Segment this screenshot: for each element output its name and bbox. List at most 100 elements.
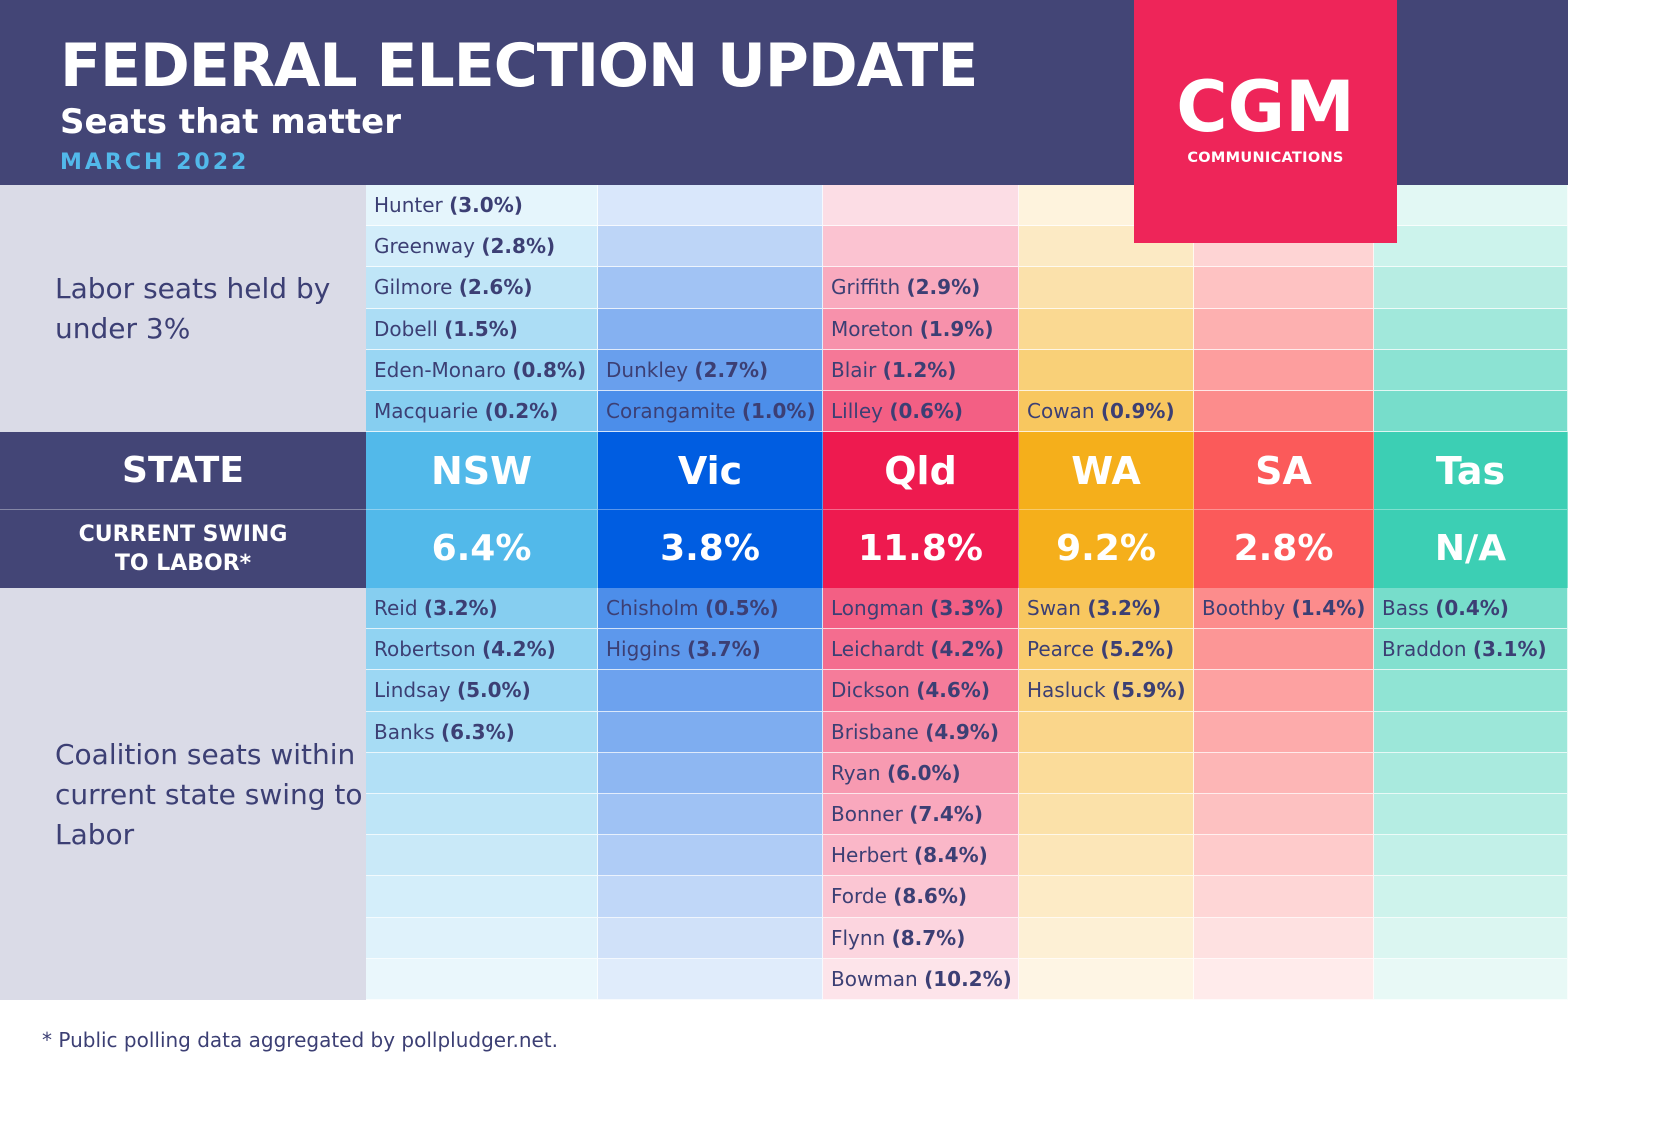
- empty-cell: [1019, 794, 1194, 836]
- empty-cell: [1374, 185, 1568, 227]
- seat-margin: (3.2%): [1087, 596, 1162, 620]
- state-header-qld: Qld: [823, 432, 1019, 510]
- empty-cell: [366, 958, 598, 1000]
- empty-cell: [1194, 876, 1374, 918]
- seat-margin: (5.9%): [1111, 678, 1186, 703]
- coalition-seat-cell: Longman (3.3%): [823, 588, 1019, 630]
- empty-cell: [598, 185, 823, 227]
- coalition-seat-cell: Flynn (8.7%): [823, 917, 1019, 959]
- seat-margin: (4.2%): [930, 637, 1005, 662]
- empty-cell: [366, 835, 598, 877]
- coalition-seat-cell: Lindsay (5.0%): [366, 670, 598, 712]
- empty-cell: [1374, 267, 1568, 309]
- seat-name: Hunter: [374, 193, 443, 217]
- seat-margin: (5.0%): [456, 678, 531, 703]
- empty-cell: [1194, 308, 1374, 350]
- empty-cell: [1194, 958, 1374, 1000]
- swing-value-qld: 11.8%: [823, 510, 1019, 588]
- coalition-seat-cell: Leichardt (4.2%): [823, 629, 1019, 671]
- labor-seat-cell: Eden-Monaro (0.8%): [366, 349, 598, 391]
- labor-seat-cell: Blair (1.2%): [823, 349, 1019, 391]
- seat-margin: (8.7%): [891, 925, 966, 950]
- seat-margin: (5.2%): [1100, 637, 1175, 662]
- seat-name: Ryan: [831, 760, 881, 785]
- cgm-logo: CGM COMMUNICATIONS: [1134, 0, 1397, 243]
- seat-name: Flynn: [831, 925, 886, 950]
- seat-margin: (1.5%): [444, 316, 518, 341]
- empty-cell: [1374, 349, 1568, 391]
- coalition-section-label: Coalition seats within current state swi…: [55, 738, 363, 851]
- seat-name: Brisbane: [831, 719, 919, 744]
- seat-margin: (10.2%): [924, 966, 1012, 991]
- coalition-seat-cell: Ryan (6.0%): [823, 752, 1019, 794]
- seat-margin: (8.6%): [893, 884, 968, 909]
- empty-cell: [1374, 876, 1568, 918]
- empty-cell: [1194, 267, 1374, 309]
- seat-margin: (4.9%): [925, 719, 999, 744]
- seat-margin: (1.2%): [882, 357, 957, 382]
- logo-wordmark: CGM: [1176, 66, 1355, 148]
- empty-cell: [598, 308, 823, 350]
- empty-cell: [366, 917, 598, 959]
- seat-name: Leichardt: [831, 637, 924, 662]
- seat-name: Bonner: [831, 802, 903, 826]
- empty-cell: [598, 267, 823, 309]
- empty-cell: [598, 917, 823, 959]
- seat-margin: (1.9%): [919, 316, 994, 341]
- seat-name: Chisholm: [606, 596, 699, 620]
- seat-name: Gilmore: [374, 275, 453, 300]
- empty-cell: [1019, 711, 1194, 753]
- empty-cell: [1374, 226, 1568, 268]
- logo-tagline: COMMUNICATIONS: [1187, 150, 1344, 166]
- seat-margin: (4.2%): [482, 637, 556, 662]
- coalition-seat-cell: Bowman (10.2%): [823, 958, 1019, 1000]
- seat-margin: (2.8%): [481, 234, 556, 259]
- seat-name: Cowan: [1027, 399, 1095, 423]
- empty-cell: [1374, 917, 1568, 959]
- coalition-seat-cell: Robertson (4.2%): [366, 629, 598, 671]
- seat-margin: (6.0%): [886, 760, 961, 785]
- empty-cell: [1194, 794, 1374, 836]
- coalition-seat-cell: Brisbane (4.9%): [823, 711, 1019, 753]
- empty-cell: [1194, 349, 1374, 391]
- seat-margin: (0.9%): [1100, 399, 1175, 423]
- empty-cell: [1019, 752, 1194, 794]
- swing-value-vic: 3.8%: [598, 510, 823, 588]
- empty-cell: [366, 876, 598, 918]
- seat-name: Griffith: [831, 275, 901, 300]
- seat-name: Braddon: [1382, 637, 1467, 662]
- empty-cell: [598, 226, 823, 268]
- coalition-seat-cell: Bass (0.4%): [1374, 588, 1568, 630]
- empty-cell: [1374, 752, 1568, 794]
- seat-margin: (1.4%): [1291, 596, 1366, 620]
- labor-seat-cell: Hunter (3.0%): [366, 185, 598, 227]
- seat-margin: (3.0%): [449, 193, 523, 217]
- empty-cell: [1194, 711, 1374, 753]
- seat-margin: (2.6%): [458, 275, 533, 300]
- coalition-seat-cell: Hasluck (5.9%): [1019, 670, 1194, 712]
- swing-value-tas: N/A: [1374, 510, 1568, 588]
- seat-name: Dobell: [374, 316, 438, 341]
- coalition-seat-cell: Braddon (3.1%): [1374, 629, 1568, 671]
- seat-margin: (2.9%): [906, 275, 981, 300]
- seat-margin: (3.1%): [1472, 637, 1547, 662]
- seat-name: Robertson: [374, 637, 476, 662]
- empty-cell: [1374, 308, 1568, 350]
- labor-seat-cell: Macquarie (0.2%): [366, 391, 598, 433]
- empty-cell: [1374, 711, 1568, 753]
- empty-cell: [1019, 308, 1194, 350]
- coalition-seat-cell: Forde (8.6%): [823, 876, 1019, 918]
- seat-name: Macquarie: [374, 399, 479, 423]
- labor-seat-cell: Greenway (2.8%): [366, 226, 598, 268]
- seat-name: Eden-Monaro: [374, 357, 506, 382]
- seat-name: Longman: [831, 596, 924, 620]
- labor-seat-cell: Moreton (1.9%): [823, 308, 1019, 350]
- page-title: FEDERAL ELECTION UPDATE: [60, 31, 978, 101]
- seat-name: Greenway: [374, 234, 476, 259]
- swing-value-nsw: 6.4%: [366, 510, 598, 588]
- seat-name: Blair: [831, 357, 877, 382]
- publication-date: MARCH 2022: [60, 150, 250, 175]
- seat-name: Corangamite: [606, 399, 736, 423]
- labor-seat-cell: Dunkley (2.7%): [598, 349, 823, 391]
- coalition-section-label-panel: Coalition seats within current state swi…: [0, 588, 366, 1000]
